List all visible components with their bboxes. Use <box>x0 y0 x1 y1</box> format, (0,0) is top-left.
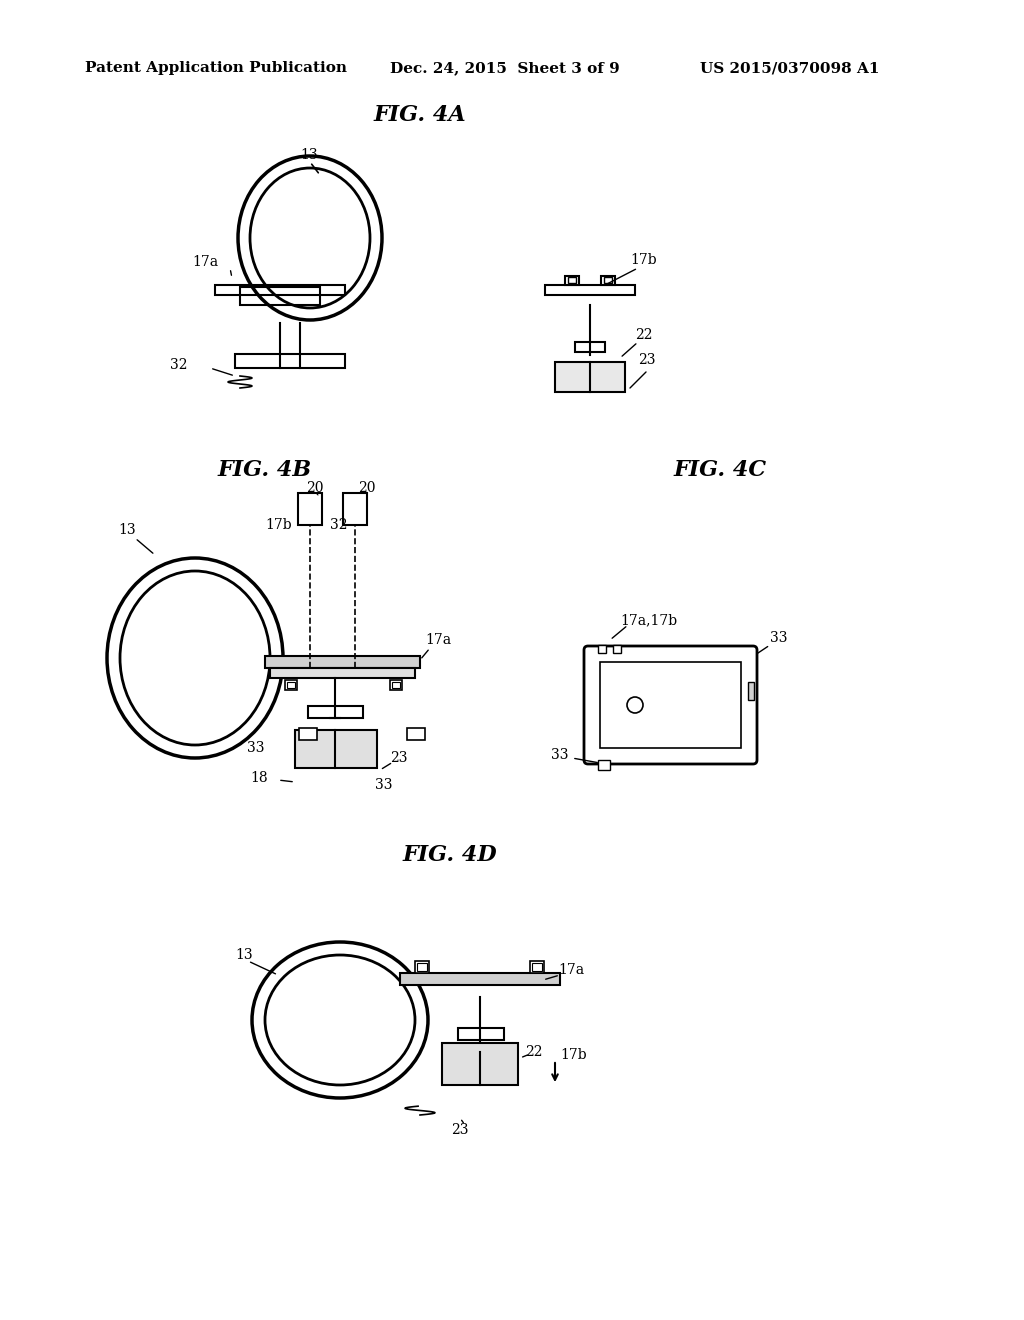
Text: 20: 20 <box>306 480 324 495</box>
Text: FIG. 4D: FIG. 4D <box>402 843 498 866</box>
Bar <box>295 730 377 768</box>
Bar <box>604 277 612 282</box>
Bar <box>299 729 317 741</box>
Bar <box>568 277 575 282</box>
Text: 13: 13 <box>300 148 317 162</box>
Bar <box>400 973 560 985</box>
Text: FIG. 4A: FIG. 4A <box>374 104 466 125</box>
Bar <box>565 276 579 285</box>
Bar <box>308 706 362 718</box>
Bar <box>575 342 605 352</box>
Bar <box>442 1043 518 1085</box>
Bar <box>598 760 610 770</box>
Text: FIG. 4C: FIG. 4C <box>674 459 767 480</box>
Bar <box>458 1028 504 1040</box>
Bar <box>234 354 345 368</box>
Text: Patent Application Publication: Patent Application Publication <box>85 61 347 75</box>
Bar <box>343 492 367 525</box>
Bar <box>240 286 319 305</box>
Bar <box>407 729 425 741</box>
Text: 32: 32 <box>170 358 187 372</box>
Bar <box>748 682 754 700</box>
Text: 17b: 17b <box>560 1048 587 1063</box>
Text: 17b: 17b <box>630 253 656 267</box>
Text: 23: 23 <box>452 1123 469 1137</box>
Text: 33: 33 <box>770 631 787 645</box>
Text: 22: 22 <box>525 1045 543 1059</box>
Text: 17a: 17a <box>558 964 584 977</box>
Bar <box>613 645 621 653</box>
Bar <box>532 964 542 972</box>
Text: 33: 33 <box>551 748 568 762</box>
Bar <box>215 285 345 294</box>
Text: 18: 18 <box>251 771 268 785</box>
Bar <box>415 961 429 973</box>
Bar <box>270 668 415 678</box>
Text: 23: 23 <box>390 751 408 766</box>
Bar <box>530 961 544 973</box>
Text: 17a: 17a <box>191 255 218 269</box>
Text: 33: 33 <box>375 777 392 792</box>
Bar <box>392 682 400 688</box>
Bar <box>287 682 295 688</box>
Bar <box>545 285 635 294</box>
Text: 23: 23 <box>638 352 655 367</box>
Text: Dec. 24, 2015  Sheet 3 of 9: Dec. 24, 2015 Sheet 3 of 9 <box>390 61 620 75</box>
Bar <box>265 656 420 668</box>
Bar <box>555 362 625 392</box>
Text: 17a: 17a <box>425 634 452 647</box>
Text: 22: 22 <box>635 327 652 342</box>
Text: 32: 32 <box>330 517 347 532</box>
Bar <box>417 964 427 972</box>
Text: 17a,17b: 17a,17b <box>620 612 677 627</box>
Bar <box>390 680 402 690</box>
Text: US 2015/0370098 A1: US 2015/0370098 A1 <box>700 61 880 75</box>
Bar <box>598 645 606 653</box>
Bar <box>285 680 297 690</box>
Text: 13: 13 <box>118 523 135 537</box>
Bar <box>601 276 615 285</box>
Text: 20: 20 <box>358 480 376 495</box>
Bar <box>298 492 322 525</box>
Text: FIG. 4B: FIG. 4B <box>218 459 312 480</box>
Text: 33: 33 <box>248 741 265 755</box>
Bar <box>600 663 741 748</box>
Text: 17b: 17b <box>265 517 292 532</box>
Text: 13: 13 <box>234 948 253 962</box>
